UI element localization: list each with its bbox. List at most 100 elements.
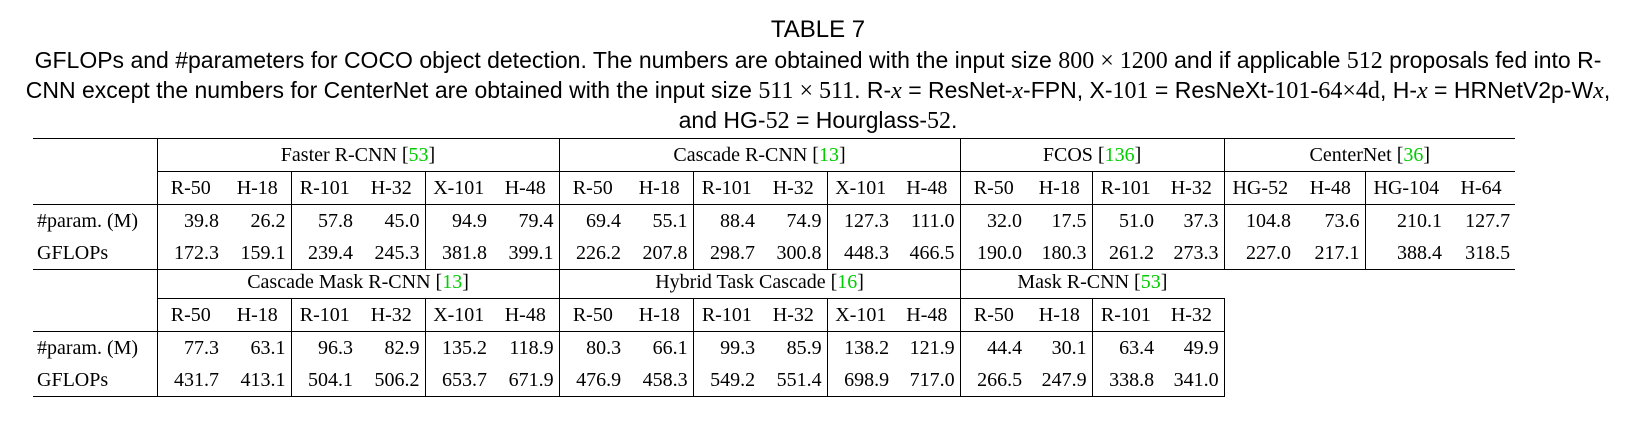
column-header: H-18 <box>626 298 694 332</box>
citation-link[interactable]: 36 <box>1403 143 1424 166</box>
table-cell: 273.3 <box>1159 237 1225 270</box>
column-header: H-32 <box>760 298 828 332</box>
table-cell: 266.5 <box>960 364 1028 397</box>
table-cell: 653.7 <box>425 364 492 397</box>
table-cell: 458.3 <box>626 364 694 397</box>
table-cell: 17.5 <box>1027 204 1093 237</box>
detection-table-top: Faster R-CNN [53] Cascade R-CNN [13] FCO… <box>33 138 1516 270</box>
table-cell: 94.9 <box>452 209 487 232</box>
row-label: #param. (M) <box>37 209 139 232</box>
table-cell: 551.4 <box>760 364 828 397</box>
column-header-row: R-50 H-18 R-101 H-32 X-101 H-48 R-50 H-1… <box>33 298 1225 332</box>
citation-link[interactable]: 13 <box>818 143 839 166</box>
column-header: X-101 <box>827 171 894 205</box>
table-row-params: #param. (M) 39.8 26.2 57.8 45.0 94.9 79.… <box>33 204 1515 237</box>
table-cell: 698.9 <box>827 364 895 397</box>
column-header: H-18 <box>224 298 292 332</box>
table-cell: 159.1 <box>224 237 292 270</box>
table-cell: 399.1 <box>492 237 560 270</box>
table-cell: 127.3 <box>844 209 889 232</box>
corner-cell <box>33 171 157 205</box>
citation-link[interactable]: 53 <box>408 143 429 166</box>
citation-link[interactable]: 16 <box>837 270 858 293</box>
column-header: R-50 <box>960 171 1028 205</box>
table-cell: 190.0 <box>960 237 1028 270</box>
column-header: R-50 <box>960 298 1028 332</box>
table-cell: 77.3 <box>156 331 224 364</box>
column-header: H-48 <box>492 298 560 332</box>
table-cell: 504.1 <box>291 364 358 397</box>
column-header: H-18 <box>224 171 292 205</box>
corner-cell <box>33 298 157 332</box>
column-header: X-101 <box>425 171 492 205</box>
column-header: R-50 <box>156 171 224 205</box>
table-row-params: #param. (M) 77.3 63.1 96.3 82.9 135.2 11… <box>33 331 1225 364</box>
column-header: H-48 <box>894 171 961 205</box>
column-header: R-50 <box>559 298 627 332</box>
column-header: H-32 <box>760 171 828 205</box>
table-cell: 88.4 <box>720 209 755 232</box>
table-cell: 227.0 <box>1224 237 1297 270</box>
column-header: H-32 <box>1159 298 1225 332</box>
group-header-hybrid-task-cascade: Hybrid Task Cascade [16] <box>559 266 961 299</box>
group-header-mask-rcnn: Mask R-CNN [53] <box>960 266 1225 299</box>
group-header-centernet: CenterNet [36] <box>1224 138 1516 172</box>
table-cell: 138.2 <box>844 336 890 359</box>
table-cell: 300.8 <box>760 237 828 270</box>
corner-cell <box>33 266 157 299</box>
column-header: R-101 <box>291 298 358 332</box>
table-cell: 63.1 <box>224 331 292 364</box>
table-cell: 388.4 <box>1365 237 1448 270</box>
table-cell: 261.2 <box>1092 237 1160 270</box>
table-cell: 37.3 <box>1159 204 1225 237</box>
table-cell: 448.3 <box>827 237 894 270</box>
table-cell: 79.4 <box>492 204 560 237</box>
table-caption: GFLOPs and #parameters for COCO object d… <box>25 47 1611 134</box>
column-header: H-18 <box>1027 298 1093 332</box>
table-cell: 217.1 <box>1296 237 1366 270</box>
table-cell: 207.8 <box>626 237 694 270</box>
table-cell: 247.9 <box>1027 364 1093 397</box>
table-cell: 57.8 <box>318 209 353 232</box>
column-header: X-101 <box>425 298 492 332</box>
table-cell: 80.3 <box>586 336 622 359</box>
group-header-fcos: FCOS [136] <box>960 138 1225 172</box>
table-cell: 210.1 <box>1397 209 1443 232</box>
table-cell: 466.5 <box>894 237 961 270</box>
column-header: H-18 <box>1027 171 1093 205</box>
table-cell: 39.8 <box>156 204 224 237</box>
table-cell: 69.4 <box>586 209 621 232</box>
table-row-gflops: GFLOPs 172.3 159.1 239.4 245.3 381.8 399… <box>33 237 1516 270</box>
group-header-cascade-rcnn: Cascade R-CNN [13] <box>559 138 961 172</box>
table-cell: 431.7 <box>156 364 224 397</box>
row-label: GFLOPs <box>33 237 157 270</box>
group-header-faster-rcnn: Faster R-CNN [53] <box>156 138 560 172</box>
table-cell: 74.9 <box>760 204 828 237</box>
table-cell: 66.1 <box>626 331 694 364</box>
table-cell: 32.0 <box>987 209 1023 232</box>
table-cell: 341.0 <box>1159 364 1225 397</box>
table-cell: 338.8 <box>1092 364 1160 397</box>
column-header-row: R-50 H-18 R-101 H-32 X-101 H-48 R-50 H-1… <box>33 171 1516 205</box>
column-header: H-48 <box>1296 171 1366 205</box>
column-header: R-101 <box>291 171 358 205</box>
table-cell: 73.6 <box>1296 204 1366 237</box>
table-cell: 82.9 <box>358 331 426 364</box>
table-cell: 118.9 <box>492 331 560 364</box>
table-cell: 45.0 <box>358 204 426 237</box>
citation-link[interactable]: 136 <box>1104 143 1135 166</box>
column-header: X-101 <box>827 298 895 332</box>
table-cell: 55.1 <box>626 204 694 237</box>
column-header: R-101 <box>693 298 761 332</box>
citation-link[interactable]: 13 <box>442 270 463 293</box>
group-header-cascade-mask-rcnn: Cascade Mask R-CNN [13] <box>156 266 560 299</box>
table-cell: 30.1 <box>1027 331 1093 364</box>
table-cell: 127.7 <box>1465 209 1511 232</box>
citation-link[interactable]: 53 <box>1140 270 1161 293</box>
table-cell: 172.3 <box>156 237 224 270</box>
table-cell: 413.1 <box>224 364 292 397</box>
column-header: H-32 <box>358 171 426 205</box>
table-cell: 104.8 <box>1246 209 1292 232</box>
table-cell: 717.0 <box>894 364 961 397</box>
table-cell: 99.3 <box>720 336 756 359</box>
